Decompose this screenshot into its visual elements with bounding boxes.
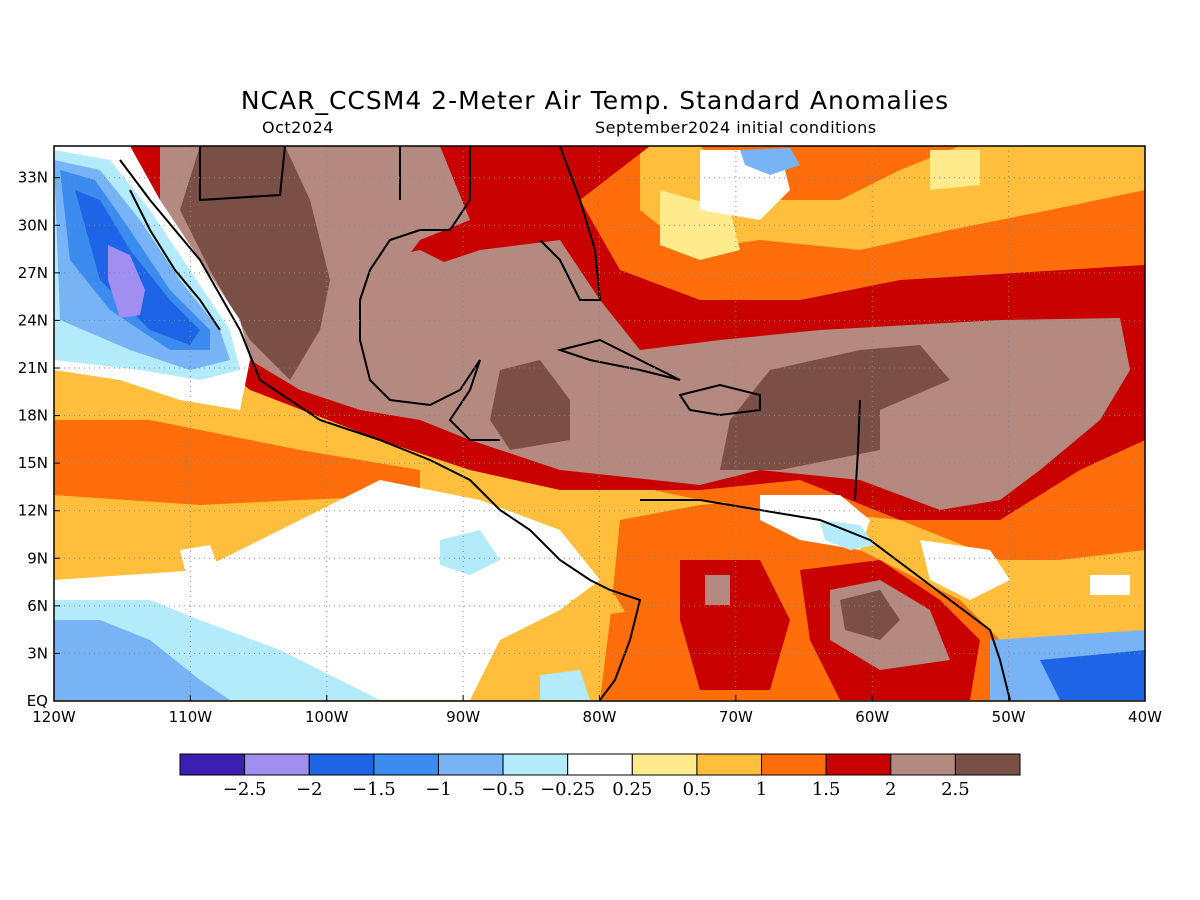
- colorbar-label: 0.5: [683, 779, 712, 800]
- lat-tick-label: 6N: [27, 597, 48, 615]
- colorbar-label: 1: [756, 779, 767, 800]
- lat-tick-label: 15N: [18, 454, 48, 472]
- lon-tick-label: 40W: [1128, 708, 1162, 726]
- colorbar-label: 0.25: [612, 779, 652, 800]
- lat-tick-label: 24N: [18, 311, 48, 329]
- lat-tick-label: 21N: [18, 359, 48, 377]
- colorbar-swatch: [567, 753, 633, 776]
- colorbar-label: −1: [425, 779, 452, 800]
- colorbar-label: −0.25: [540, 779, 595, 800]
- colorbar-label: −0.5: [481, 779, 525, 800]
- lat-tick-label: 9N: [27, 549, 48, 567]
- colorbar-swatch: [696, 753, 763, 776]
- lat-tick-label: 33N: [18, 169, 48, 187]
- colorbar-swatch: [179, 753, 246, 776]
- colorbar-label: −1.5: [352, 779, 396, 800]
- lat-tick-label: EQ: [27, 692, 48, 710]
- colorbar-label: 1.5: [812, 779, 841, 800]
- lat-tick-label: 18N: [18, 407, 48, 425]
- colorbar: −2.5 −2 −1.5 −1 −0.5 −0.25 0.25 0.5 1 1.5 2 2.5: [179, 753, 1021, 800]
- map-title: NCAR_CCSM4 2-Meter Air Temp. Standard An…: [240, 86, 950, 115]
- colorbar-swatch: [437, 753, 504, 776]
- colorbar-swatch: [761, 753, 827, 776]
- lon-tick-label: 50W: [992, 708, 1026, 726]
- lat-tick-label: 30N: [18, 216, 48, 234]
- colorbar-swatch: [954, 753, 1021, 776]
- colorbar-swatch: [825, 753, 892, 776]
- forecast-month: Oct2024: [262, 118, 334, 137]
- lat-tick-label: 3N: [27, 644, 48, 662]
- colorbar-label: −2: [296, 779, 323, 800]
- initial-conditions: September2024 initial conditions: [595, 118, 877, 137]
- lon-tick-label: 100W: [305, 708, 349, 726]
- colorbar-swatch: [502, 753, 569, 776]
- colorbar-swatch: [308, 753, 375, 776]
- lon-tick-label: 80W: [583, 708, 617, 726]
- lon-tick-label: 60W: [855, 708, 889, 726]
- lon-tick-label: 70W: [719, 708, 753, 726]
- colorbar-swatch: [890, 753, 956, 776]
- lon-tick-label: 90W: [446, 708, 480, 726]
- colorbar-label: 2: [885, 779, 896, 800]
- colorbar-label: −2.5: [223, 779, 267, 800]
- graticule: [54, 146, 1145, 701]
- axis-ticks: 120W 110W 100W 90W 80W 70W 60W 50W 40W EQ 3N 6N 9N 12…: [18, 169, 1162, 726]
- anomaly-field: [54, 146, 1145, 701]
- colorbar-swatch: [631, 753, 698, 776]
- lat-tick-label: 27N: [18, 264, 48, 282]
- lat-tick-label: 12N: [18, 502, 48, 520]
- lon-tick-label: 110W: [169, 708, 213, 726]
- colorbar-label: 2.5: [941, 779, 970, 800]
- colorbar-swatch: [373, 753, 439, 776]
- colorbar-swatch: [244, 753, 310, 776]
- lon-tick-label: 120W: [32, 708, 76, 726]
